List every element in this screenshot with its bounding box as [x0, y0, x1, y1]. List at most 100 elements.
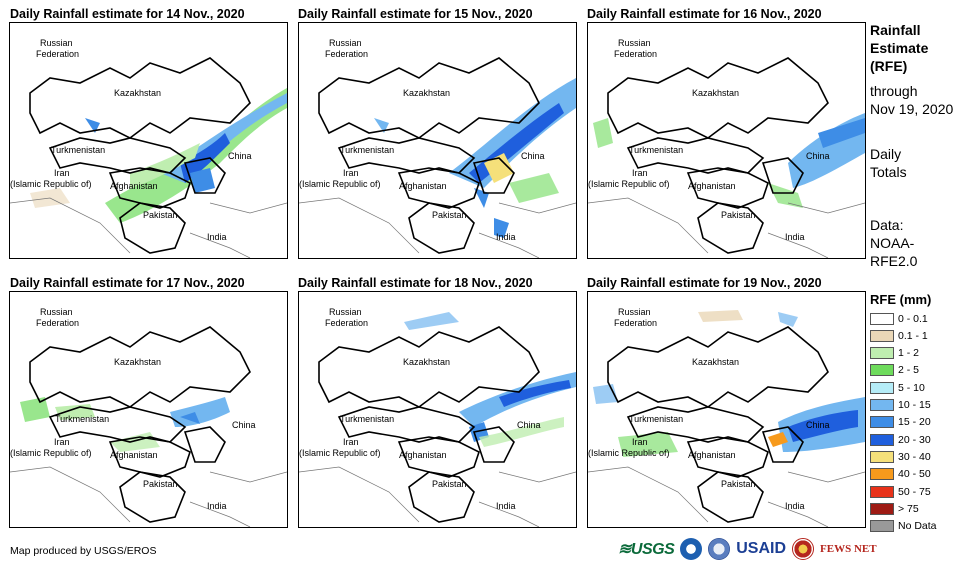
totals-line: Totals [870, 164, 907, 180]
legend-swatch [870, 416, 894, 429]
sidebar-title-line: Estimate [870, 40, 929, 56]
legend-swatch [870, 485, 894, 498]
label-russia: Russian [618, 307, 651, 317]
data-source-line: NOAA- [870, 235, 915, 251]
label-iran: Iran [54, 437, 70, 447]
label-iran: (Islamic Republic of) [299, 448, 381, 458]
legend-item: > 75 [870, 500, 919, 517]
label-russia: Federation [614, 49, 657, 59]
label-russia: Russian [40, 38, 73, 48]
secondary-borders [299, 466, 576, 527]
legend-swatch [870, 399, 894, 411]
legend-swatch [870, 502, 894, 515]
panel-title: Daily Rainfall estimate for 17 Nov., 202… [10, 276, 245, 290]
footer-credit: Map produced by USGS/EROS [10, 545, 157, 557]
label-turkmenistan: Turkmenistan [55, 414, 109, 424]
label-russia: Federation [36, 318, 79, 328]
legend-label: 15 - 20 [898, 416, 931, 429]
country-borders [607, 57, 829, 254]
noaa-logo-icon [680, 538, 703, 560]
map-panel-16nov: Russian Federation Kazakhstan Turkmenist… [587, 22, 866, 259]
label-china: China [806, 420, 830, 430]
legend-swatch [870, 468, 894, 481]
legend-swatch [870, 364, 894, 377]
legend-label: 0.1 - 1 [898, 329, 928, 342]
legend-swatch [870, 312, 894, 325]
label-pakistan: Pakistan [432, 479, 467, 489]
through-label: through [870, 83, 918, 99]
legend-item: 0.1 - 1 [870, 327, 928, 344]
rainfall-overlay [404, 312, 576, 447]
state-dept-logo-icon [708, 538, 731, 560]
sidebar-data-source: Data: NOAA- RFE2.0 [870, 216, 917, 270]
label-iran: Iran [632, 437, 648, 447]
sidebar-title: Rainfall Estimate (RFE) [870, 21, 928, 75]
label-russia: Federation [325, 49, 368, 59]
legend-item: 10 - 15 [870, 397, 931, 414]
totals-line: Daily [870, 146, 902, 162]
label-india: India [207, 232, 227, 242]
legend-item: 5 - 10 [870, 379, 925, 396]
legend-item: 20 - 30 [870, 431, 931, 448]
secondary-borders [588, 466, 865, 527]
panel-title: Daily Rainfall estimate for 19 Nov., 202… [587, 276, 822, 290]
label-iran: Iran [343, 437, 359, 447]
label-iran: Iran [343, 168, 359, 178]
label-pakistan: Pakistan [721, 479, 756, 489]
secondary-borders [10, 466, 287, 527]
rainfall-overlay [593, 113, 865, 208]
legend-label: 5 - 10 [898, 381, 925, 394]
label-china: China [517, 420, 541, 430]
panel-title: Daily Rainfall estimate for 14 Nov., 202… [10, 7, 245, 21]
legend-title: RFE (mm) [870, 292, 932, 307]
legend-swatch [870, 329, 894, 342]
label-china: China [806, 151, 830, 161]
map-panel-18nov: Russian Federation Kazakhstan Turkmenist… [298, 291, 577, 528]
country-borders [318, 57, 540, 254]
label-china: China [521, 151, 545, 161]
legend-label: 0 - 0.1 [898, 312, 928, 325]
legend-swatch [870, 347, 894, 360]
legend-item: 30 - 40 [870, 448, 931, 465]
panel-title: Daily Rainfall estimate for 18 Nov., 202… [298, 276, 533, 290]
label-kazakhstan: Kazakhstan [114, 357, 161, 367]
label-kazakhstan: Kazakhstan [403, 88, 450, 98]
label-turkmenistan: Turkmenistan [340, 145, 394, 155]
label-afghanistan: Afghanistan [110, 450, 158, 460]
legend-item: 50 - 75 [870, 483, 931, 500]
country-borders [29, 326, 251, 523]
label-iran: Iran [632, 168, 648, 178]
label-india: India [785, 501, 805, 511]
usaid-logo: USAID [736, 540, 787, 557]
map-panel-17nov: Russian Federation Kazakhstan Turkmenist… [9, 291, 288, 528]
data-source-line: RFE2.0 [870, 253, 918, 269]
country-borders [318, 326, 540, 523]
label-iran: (Islamic Republic of) [299, 179, 381, 189]
through-date: Nov 19, 2020 [870, 101, 954, 117]
map-panel-19nov: Russian Federation Kazakhstan Turkmenist… [587, 291, 866, 528]
label-turkmenistan: Turkmenistan [340, 414, 394, 424]
label-afghanistan: Afghanistan [110, 181, 158, 191]
label-iran: (Islamic Republic of) [588, 448, 670, 458]
legend-item: 1 - 2 [870, 345, 919, 362]
legend-label: No Data [898, 520, 937, 533]
legend-swatch [870, 433, 894, 446]
sidebar-totals: Daily Totals [870, 145, 907, 181]
fews-net-logo: FEWS NET [820, 543, 877, 555]
label-pakistan: Pakistan [432, 210, 467, 220]
legend-label: 40 - 50 [898, 468, 931, 481]
legend-swatch [870, 450, 894, 463]
label-russia: Russian [618, 38, 651, 48]
label-iran: (Islamic Republic of) [588, 179, 670, 189]
label-kazakhstan: Kazakhstan [403, 357, 450, 367]
legend-label: 1 - 2 [898, 347, 920, 360]
label-pakistan: Pakistan [143, 479, 178, 489]
usgs-logo: ≋USGS [618, 541, 675, 558]
label-india: India [785, 232, 805, 242]
label-india: India [207, 501, 227, 511]
legend-label: 2 - 5 [898, 364, 920, 377]
label-turkmenistan: Turkmenistan [629, 414, 683, 424]
country-borders [607, 326, 829, 523]
label-russia: Russian [40, 307, 73, 317]
sidebar-through: through Nov 19, 2020 [870, 82, 953, 118]
